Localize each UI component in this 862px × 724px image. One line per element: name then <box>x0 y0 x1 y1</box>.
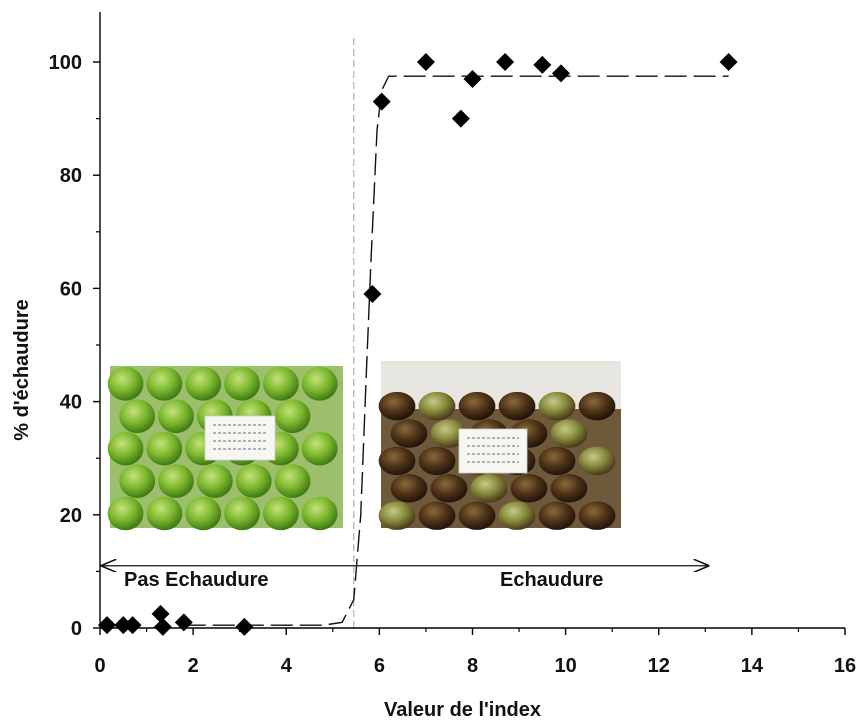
zone-label-no-scald: Pas Echaudure <box>124 569 269 591</box>
label-card <box>458 428 528 474</box>
data-point <box>114 616 133 635</box>
photos-layer <box>107 361 621 531</box>
apple <box>263 496 299 531</box>
apple <box>418 501 456 530</box>
x-tick-label: 4 <box>281 655 293 677</box>
apple <box>235 464 272 498</box>
x-tick-label: 2 <box>188 655 199 677</box>
apple <box>458 501 496 530</box>
apple <box>458 391 496 421</box>
apple <box>578 446 616 476</box>
y-tick-label: 80 <box>60 165 82 187</box>
apple <box>119 464 156 498</box>
fit-curve <box>183 75 729 626</box>
apple <box>224 496 260 531</box>
apple <box>107 496 144 531</box>
data-point <box>97 616 116 635</box>
apple <box>146 366 183 401</box>
y-tick-label: 60 <box>60 278 82 300</box>
apple <box>158 399 194 434</box>
apple <box>390 419 428 448</box>
data-point <box>496 53 515 71</box>
apple <box>185 496 222 531</box>
apple <box>538 391 576 421</box>
data-point <box>463 69 482 88</box>
data-point <box>153 617 172 636</box>
y-tick-label: 20 <box>60 505 82 527</box>
zone-arrows: Pas Echaudure Echaudure <box>102 566 708 591</box>
x-tick-label: 0 <box>94 655 105 677</box>
apple <box>378 446 416 476</box>
apple <box>550 474 588 503</box>
data-markers <box>97 53 738 636</box>
axes: 0 2 4 6 8 10 12 14 16 0 20 40 60 80 100 <box>49 12 856 677</box>
data-point <box>451 109 470 128</box>
apple <box>430 474 468 503</box>
apple <box>538 446 576 476</box>
apple <box>538 501 576 530</box>
data-point <box>123 616 142 635</box>
apple <box>301 366 338 401</box>
apple <box>430 419 468 448</box>
apple <box>196 464 233 498</box>
apple <box>301 431 338 466</box>
apple <box>274 464 311 498</box>
data-point <box>174 613 193 632</box>
apple <box>146 431 183 466</box>
apple <box>301 496 338 531</box>
apple <box>185 366 222 401</box>
data-point <box>235 617 254 636</box>
x-tick-label: 12 <box>648 655 670 677</box>
apple <box>498 501 536 530</box>
apple <box>119 399 156 434</box>
apple <box>274 399 311 434</box>
y-tick-label: 0 <box>71 618 82 640</box>
apple <box>390 474 428 503</box>
apple <box>418 446 456 476</box>
apple <box>107 431 144 466</box>
apple <box>107 366 144 401</box>
y-axis-title: % d'échaudure <box>11 299 33 440</box>
apple <box>418 391 456 421</box>
apple <box>378 391 416 421</box>
x-tick-label: 6 <box>374 655 385 677</box>
scalded-apples-photo <box>378 361 621 530</box>
data-point <box>416 53 435 71</box>
zone-label-scald: Echaudure <box>500 569 603 591</box>
data-point <box>719 53 738 71</box>
green-apples-photo <box>107 366 343 531</box>
apple <box>263 366 299 401</box>
apple <box>578 501 616 530</box>
y-tick-label: 40 <box>60 392 82 414</box>
apple <box>510 474 548 503</box>
apple <box>224 366 260 401</box>
y-tick-label: 100 <box>49 52 82 74</box>
apple <box>378 501 416 530</box>
apple <box>498 391 536 421</box>
apple <box>158 464 194 498</box>
apple <box>550 419 588 448</box>
apple <box>146 496 183 531</box>
x-tick-label: 10 <box>555 655 577 677</box>
apple <box>470 474 508 503</box>
x-tick-label: 14 <box>741 655 764 677</box>
x-tick-label: 16 <box>834 655 856 677</box>
data-point <box>151 604 170 623</box>
label-card <box>204 415 276 461</box>
data-point <box>363 285 382 304</box>
data-point <box>533 55 552 74</box>
apple <box>578 391 616 421</box>
x-axis-title: Valeur de l'index <box>384 699 541 721</box>
data-point <box>372 92 391 111</box>
data-point <box>551 64 570 83</box>
x-tick-label: 8 <box>467 655 478 677</box>
